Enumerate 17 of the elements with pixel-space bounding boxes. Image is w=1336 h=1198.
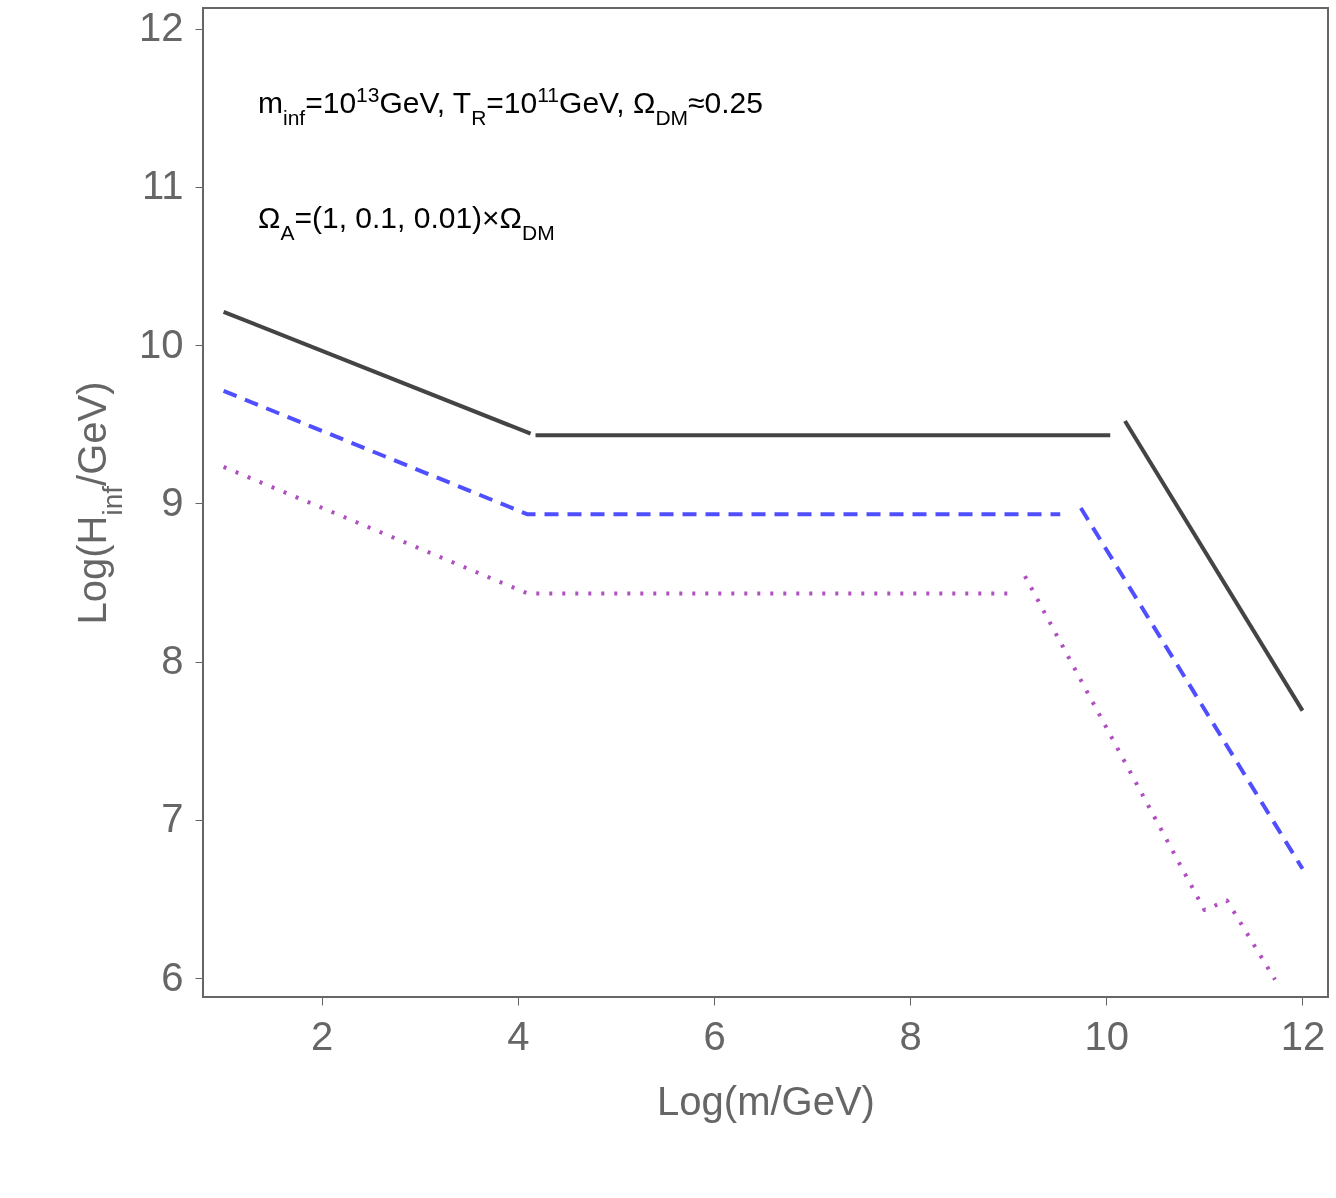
- y-tick-label: 11: [141, 163, 184, 208]
- x-tick-label: 6: [703, 1013, 726, 1058]
- x-tick-label: 2: [311, 1013, 334, 1058]
- y-tick-label: 8: [161, 638, 184, 683]
- y-tick-label: 10: [139, 321, 184, 366]
- text: m$_{inf}$=10$^{13}$GeV, T$_{R}$=10$^{11}$GeV, Ω$_{DM}$≈0.25: [258, 82, 763, 129]
- annotation: Ω$_{A}$=(1, 0.1, 0.01)×Ω$_{DM}$: [258, 201, 555, 244]
- y-tick-label: 6: [161, 954, 184, 999]
- y-tick-label: 7: [161, 796, 184, 841]
- y-tick-label: 9: [161, 479, 184, 524]
- x-tick-label: 8: [899, 1013, 922, 1058]
- x-tick-label: 4: [507, 1013, 530, 1058]
- line-series: [1022, 574, 1278, 982]
- y-tick-label: 12: [139, 5, 184, 50]
- x-tick-label: 10: [1084, 1013, 1130, 1058]
- x-tick-label: 12: [1280, 1013, 1326, 1058]
- x-axis-title: Log(m/GeV): [657, 1078, 875, 1123]
